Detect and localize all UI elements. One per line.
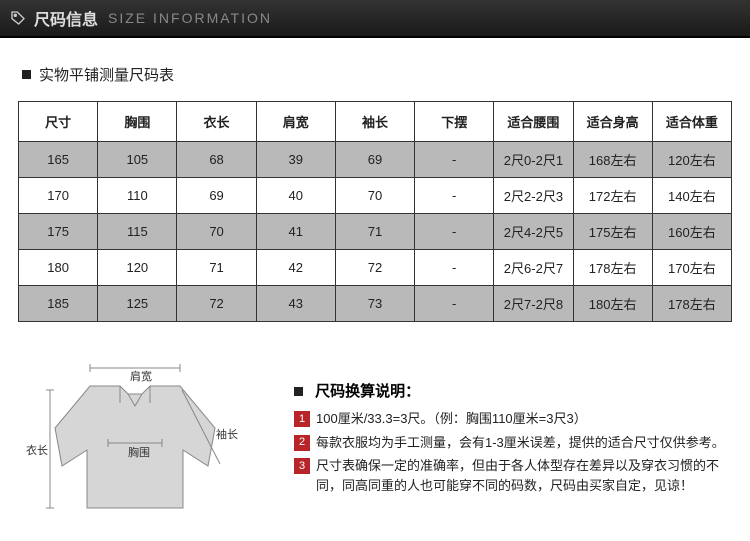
notes-list: 1 100厘米/33.3=3尺。（例：胸围110厘米=3尺3） 2 每款衣服均为手工测… [294, 409, 740, 495]
table-cell: 180 [19, 250, 98, 286]
table-header-cell: 袖长 [335, 102, 414, 142]
table-header-cell: 胸围 [98, 102, 177, 142]
table-cell: 168左右 [573, 142, 652, 178]
table-cell: 160左右 [652, 214, 731, 250]
table-row: 180120714272-2尺6-2尺7178左右170左右 [19, 250, 732, 286]
table-cell: - [415, 214, 494, 250]
note-text: 100厘米/33.3=3尺。（例：胸围110厘米=3尺3） [316, 409, 587, 429]
table-header-cell: 适合体重 [652, 102, 731, 142]
size-table: 尺寸胸围衣长肩宽袖长下摆适合腰围适合身高适合体重 165105683969-2尺… [18, 101, 732, 322]
table-cell: 120左右 [652, 142, 731, 178]
table-cell: 40 [256, 178, 335, 214]
table-cell: 165 [19, 142, 98, 178]
section-subheading-row: 实物平铺测量尺码表 [0, 38, 750, 101]
table-cell: - [415, 178, 494, 214]
table-cell: 185 [19, 286, 98, 322]
size-table-wrap: 尺寸胸围衣长肩宽袖长下摆适合腰围适合身高适合体重 165105683969-2尺… [0, 101, 750, 322]
table-cell: 120 [98, 250, 177, 286]
bottom-section: 肩宽 胸围 衣长 袖长 尺码换算说明： 1 100厘米/33.3=3尺。（例：胸围… [0, 322, 750, 533]
table-cell: 175 [19, 214, 98, 250]
table-cell: 69 [335, 142, 414, 178]
note-text: 每款衣服均为手工测量，会有1-3厘米误差，提供的适合尺寸仅供参考。 [316, 433, 725, 453]
table-cell: 2尺4-2尺5 [494, 214, 573, 250]
table-cell: 70 [177, 214, 256, 250]
table-cell: - [415, 142, 494, 178]
table-cell: 115 [98, 214, 177, 250]
note-line: 2 每款衣服均为手工测量，会有1-3厘米误差，提供的适合尺寸仅供参考。 [294, 433, 740, 453]
table-header-cell: 衣长 [177, 102, 256, 142]
table-body: 165105683969-2尺0-2尺1168左右120左右1701106940… [19, 142, 732, 322]
garment-diagram: 肩宽 胸围 衣长 袖长 [20, 352, 270, 523]
table-cell: 2尺6-2尺7 [494, 250, 573, 286]
table-cell: 70 [335, 178, 414, 214]
table-cell: 69 [177, 178, 256, 214]
table-row: 170110694070-2尺2-2尺3172左右140左右 [19, 178, 732, 214]
bullet-square-icon [22, 70, 31, 79]
section-subheading: 实物平铺测量尺码表 [39, 64, 174, 85]
table-cell: - [415, 286, 494, 322]
table-cell: 42 [256, 250, 335, 286]
table-cell: 2尺2-2尺3 [494, 178, 573, 214]
table-header-cell: 适合腰围 [494, 102, 573, 142]
diagram-label-shoulder: 肩宽 [130, 369, 152, 383]
note-number-badge: 1 [294, 411, 310, 427]
table-header-cell: 下摆 [415, 102, 494, 142]
table-cell: 172左右 [573, 178, 652, 214]
notes-section: 尺码换算说明： 1 100厘米/33.3=3尺。（例：胸围110厘米=3尺3） 2每… [270, 352, 740, 523]
table-row: 185125724373-2尺7-2尺8180左右178左右 [19, 286, 732, 322]
note-number-badge: 3 [294, 458, 310, 474]
table-cell: 110 [98, 178, 177, 214]
table-cell: 170 [19, 178, 98, 214]
table-cell: 39 [256, 142, 335, 178]
table-row: 165105683969-2尺0-2尺1168左右120左右 [19, 142, 732, 178]
table-cell: 2尺0-2尺1 [494, 142, 573, 178]
table-cell: 71 [335, 214, 414, 250]
header-subtitle: SIZE INFORMATION [108, 10, 272, 26]
bullet-square-icon [294, 387, 303, 396]
table-cell: 41 [256, 214, 335, 250]
note-line: 1 100厘米/33.3=3尺。（例：胸围110厘米=3尺3） [294, 409, 740, 429]
diagram-label-sleeve: 袖长 [216, 427, 238, 441]
table-header-cell: 尺寸 [19, 102, 98, 142]
table-header-cell: 肩宽 [256, 102, 335, 142]
header-title: 尺码信息 [34, 6, 98, 30]
header-bar: 尺码信息 SIZE INFORMATION [0, 0, 750, 38]
table-cell: 71 [177, 250, 256, 286]
table-cell: 72 [335, 250, 414, 286]
table-cell: 68 [177, 142, 256, 178]
table-cell: 140左右 [652, 178, 731, 214]
table-cell: 170左右 [652, 250, 731, 286]
table-cell: 180左右 [573, 286, 652, 322]
note-line: 3 尺寸表确保一定的准确率，但由于各人体型存在差异以及穿衣习惯的不同，同高同重的人… [294, 456, 740, 495]
table-cell: 72 [177, 286, 256, 322]
table-cell: 43 [256, 286, 335, 322]
notes-title-row: 尺码换算说明： [294, 380, 740, 401]
table-header-row: 尺寸胸围衣长肩宽袖长下摆适合腰围适合身高适合体重 [19, 102, 732, 142]
table-cell: 105 [98, 142, 177, 178]
note-text: 尺寸表确保一定的准确率，但由于各人体型存在差异以及穿衣习惯的不同，同高同重的人也… [316, 456, 740, 495]
diagram-label-chest: 胸围 [128, 445, 150, 459]
table-cell: 73 [335, 286, 414, 322]
table-cell: 178左右 [652, 286, 731, 322]
table-cell: 2尺7-2尺8 [494, 286, 573, 322]
table-header-cell: 适合身高 [573, 102, 652, 142]
diagram-label-length: 衣长 [26, 443, 48, 457]
note-number-badge: 2 [294, 435, 310, 451]
table-cell: 125 [98, 286, 177, 322]
table-cell: 175左右 [573, 214, 652, 250]
tag-icon [10, 10, 26, 26]
table-cell: 178左右 [573, 250, 652, 286]
table-row: 175115704171-2尺4-2尺5175左右160左右 [19, 214, 732, 250]
notes-title: 尺码换算说明： [315, 383, 420, 400]
table-cell: - [415, 250, 494, 286]
